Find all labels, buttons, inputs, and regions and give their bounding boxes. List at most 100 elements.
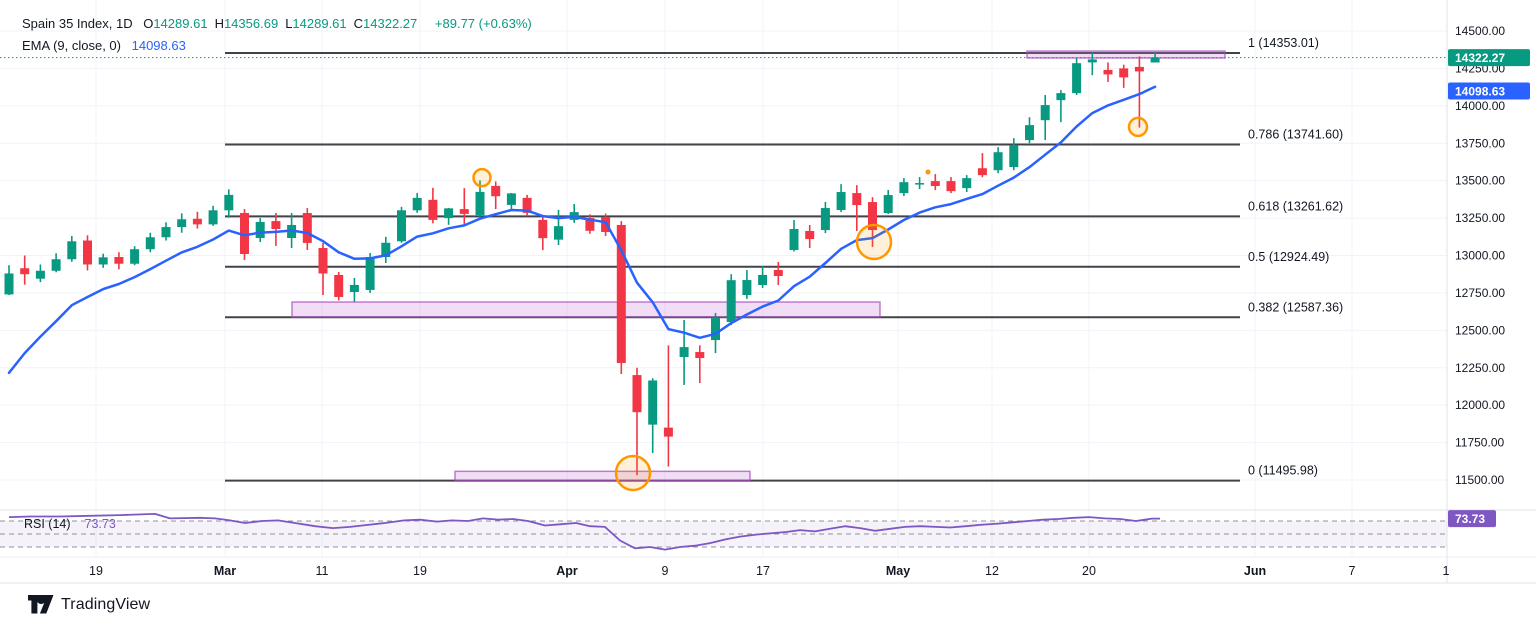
candlestick[interactable] [868, 202, 877, 231]
candlestick[interactable] [758, 274, 768, 285]
candlestick[interactable] [161, 227, 171, 238]
tradingview-logo[interactable]: TradingView [28, 595, 150, 614]
candlestick[interactable] [334, 274, 344, 297]
candlestick[interactable] [1056, 93, 1066, 101]
candlestick[interactable] [98, 257, 108, 265]
candlestick[interactable] [679, 347, 689, 357]
candlestick[interactable] [977, 168, 987, 176]
symbol-legend[interactable]: Spain 35 Index, 1D O14289.61 H14356.69 L14… [22, 13, 532, 57]
circle-marker[interactable] [614, 454, 652, 492]
ohlc-prefix: L [285, 16, 293, 31]
candlestick[interactable] [883, 195, 893, 213]
candlestick[interactable] [475, 191, 485, 216]
candlestick[interactable] [302, 212, 312, 243]
candlestick[interactable] [726, 280, 736, 323]
fib-level-label: 0 (11495.98) [1248, 464, 1318, 478]
candlestick[interactable] [491, 185, 501, 197]
candlestick[interactable] [1103, 69, 1113, 75]
candlestick[interactable] [114, 256, 124, 264]
ohlc-values: O14289.61 H14356.69 L14289.61 C14322.27 [143, 16, 424, 31]
candlestick[interactable] [538, 219, 548, 239]
ohlc-value: 14289.61 [292, 16, 347, 31]
candlestick[interactable] [130, 249, 140, 264]
candlestick[interactable] [224, 194, 234, 211]
rsi-indicator-legend[interactable]: RSI (14) 73.73 [24, 517, 116, 531]
candlestick[interactable] [915, 183, 925, 185]
candlestick[interactable] [1072, 63, 1082, 94]
candlestick[interactable] [946, 181, 956, 192]
candlestick[interactable] [789, 229, 799, 250]
candlestick[interactable] [773, 270, 783, 277]
candlestick[interactable] [993, 152, 1003, 171]
candlestick[interactable] [67, 241, 77, 260]
candlestick[interactable] [51, 259, 61, 271]
candlestick[interactable] [962, 178, 972, 189]
ema-indicator-value: 14098.63 [131, 38, 186, 53]
candlestick[interactable] [412, 197, 422, 211]
ema-indicator-title[interactable]: EMA (9, close, 0) [22, 38, 121, 53]
candlestick[interactable] [522, 197, 532, 213]
candlestick[interactable] [381, 242, 391, 257]
candlestick[interactable] [459, 209, 469, 214]
candlestick[interactable] [648, 380, 658, 425]
candlestick[interactable] [1150, 57, 1160, 63]
candlestick[interactable] [616, 224, 626, 363]
candlestick[interactable] [177, 219, 187, 228]
candlestick[interactable] [1134, 66, 1144, 72]
ema-line[interactable] [7, 85, 1157, 375]
symbol-title[interactable]: Spain 35 Index, 1D [22, 16, 133, 31]
candlestick[interactable] [192, 218, 202, 225]
candlestick[interactable] [711, 318, 720, 341]
candlestick[interactable] [444, 208, 454, 219]
candlestick[interactable] [1025, 125, 1034, 141]
candlestick[interactable] [240, 212, 249, 255]
rsi-line[interactable] [8, 513, 1160, 551]
price-axis-label: 12500.00 [1455, 323, 1505, 337]
candlestick[interactable] [145, 237, 155, 250]
candlestick[interactable] [1009, 145, 1019, 168]
candlestick[interactable] [271, 221, 281, 230]
candlestick[interactable] [20, 268, 30, 275]
time-axis-label: 19 [89, 564, 103, 578]
ema-value-badge-text: 14098.63 [1455, 85, 1505, 99]
candlestick[interactable] [349, 284, 359, 293]
candlestick[interactable] [930, 181, 940, 187]
price-axis-label: 14000.00 [1455, 99, 1505, 113]
candlestick[interactable] [836, 192, 846, 211]
rsi-value-badge-text: 73.73 [1455, 512, 1485, 526]
candlestick[interactable] [428, 199, 438, 220]
candlestick[interactable] [820, 208, 830, 231]
candlestick[interactable] [397, 210, 406, 242]
candlestick[interactable] [852, 193, 862, 206]
highlight-zone[interactable] [1026, 50, 1226, 59]
candlestick[interactable] [585, 218, 595, 231]
candlestick[interactable] [365, 256, 375, 290]
candlestick[interactable] [4, 273, 14, 295]
ohlc-value: 14289.61 [153, 16, 208, 31]
candlestick[interactable] [805, 230, 815, 240]
time-axis-label: Jun [1244, 564, 1266, 578]
candlestick[interactable] [1119, 68, 1129, 78]
candlestick[interactable] [663, 427, 673, 437]
candlestick[interactable] [632, 375, 642, 413]
candlestick[interactable] [83, 240, 92, 265]
candlestick[interactable] [1087, 59, 1097, 63]
highlight-zone[interactable] [454, 470, 751, 482]
candlestick[interactable] [35, 270, 45, 279]
price-axis-label: 11750.00 [1455, 436, 1504, 450]
circle-marker[interactable] [472, 167, 492, 188]
candlestick[interactable] [506, 193, 516, 205]
candlestick[interactable] [255, 221, 265, 238]
candlestick[interactable] [1040, 105, 1050, 121]
highlight-zone[interactable] [291, 301, 881, 318]
circle-marker[interactable] [1127, 116, 1149, 138]
candlestick[interactable] [695, 352, 705, 359]
candlestick[interactable] [899, 182, 909, 194]
candlestick[interactable] [318, 248, 328, 274]
circle-marker[interactable] [855, 223, 893, 261]
circle-marker[interactable] [925, 169, 931, 175]
candlestick[interactable] [554, 226, 563, 240]
candlestick[interactable] [742, 280, 752, 296]
candlestick[interactable] [208, 210, 218, 225]
